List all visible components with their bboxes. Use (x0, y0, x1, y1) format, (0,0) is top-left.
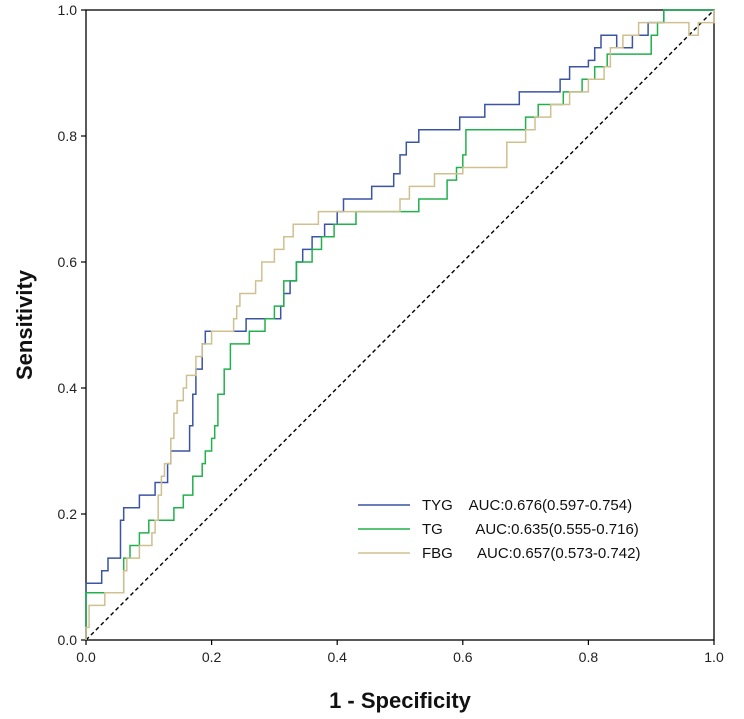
x-tick-label: 0.2 (202, 649, 222, 665)
y-tick-label: 1.0 (58, 2, 78, 18)
legend-label-tg: TG AUC:0.635(0.555-0.716) (422, 521, 639, 538)
y-tick-label: 0.2 (58, 506, 78, 522)
series-line-tyg (85, 9, 714, 640)
plot-frame (85, 9, 715, 641)
y-axis-title: Sensitivity (12, 269, 37, 380)
y-tick-label: 0.8 (58, 128, 78, 144)
y-tick-label: 0.0 (58, 632, 78, 648)
x-tick-label: 0.6 (453, 649, 473, 665)
x-tick-label: 1.0 (704, 649, 724, 665)
x-axis-title: 1 - Specificity (329, 688, 472, 713)
legend-label-tyg: TYG AUC:0.676(0.597-0.754) (422, 497, 632, 514)
legend-label-fbg: FBG AUC:0.657(0.573-0.742) (422, 545, 640, 562)
series-line-fbg (85, 10, 715, 640)
x-tick-label: 0.4 (327, 649, 347, 665)
series-layer (85, 9, 715, 640)
x-tick-label: 0.8 (579, 649, 599, 665)
y-tick-label: 0.6 (58, 254, 78, 270)
x-axis: 0.0 0.2 0.4 0.6 0.8 1.0 (76, 640, 724, 665)
legend: TYG AUC:0.676(0.597-0.754) TG AUC:0.635(0… (358, 497, 640, 562)
x-tick-label: 0.0 (76, 649, 96, 665)
y-tick-label: 0.4 (58, 380, 78, 396)
reference-diagonal-line (85, 9, 715, 641)
y-axis: 0.0 0.2 0.4 0.6 0.8 1.0 (58, 2, 86, 648)
series-line-tg (85, 9, 714, 640)
